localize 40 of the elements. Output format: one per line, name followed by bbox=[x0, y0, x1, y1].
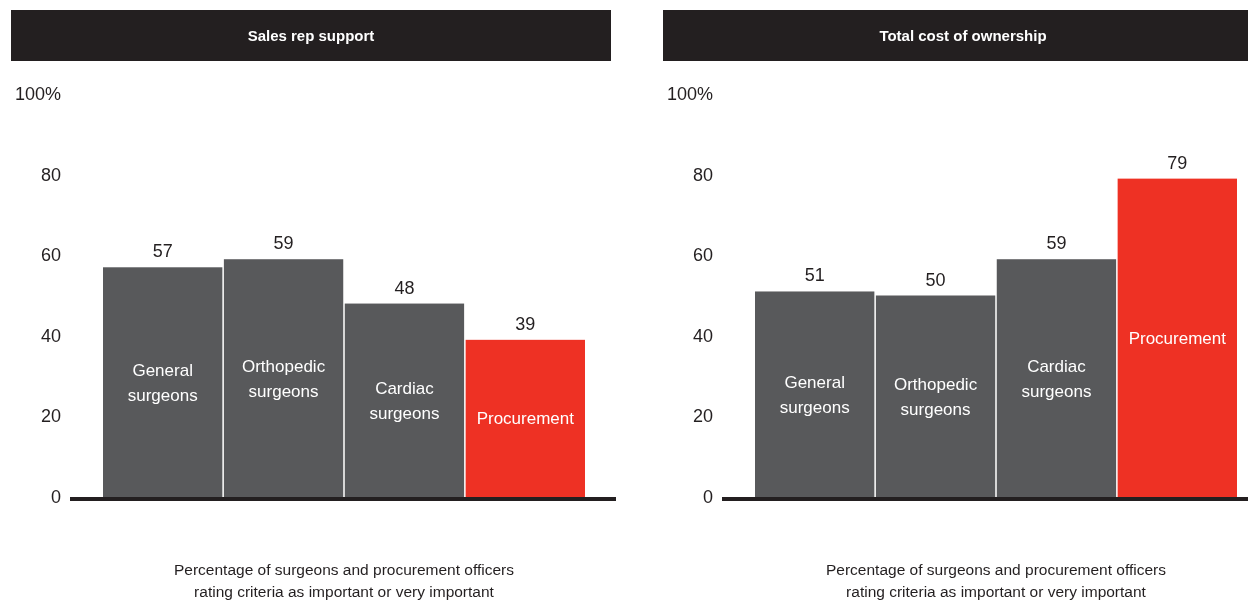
data-label: 51 bbox=[804, 265, 825, 286]
x-tick-label: Orthopedic surgeons bbox=[893, 374, 978, 419]
y-tick-label: 20 bbox=[692, 406, 713, 427]
y-tick-label: 80 bbox=[40, 164, 61, 185]
data-label: 59 bbox=[273, 233, 294, 254]
bar bbox=[1117, 178, 1237, 497]
chart-title: Sales rep support bbox=[247, 27, 375, 44]
x-tick-label: General surgeons bbox=[127, 360, 198, 405]
bar bbox=[103, 267, 223, 497]
x-tick-label: Cardiac surgeons bbox=[369, 378, 440, 423]
y-tick-label: 0 bbox=[702, 487, 713, 507]
y-tick-label: 60 bbox=[692, 245, 713, 266]
y-tick-label: 60 bbox=[40, 245, 61, 266]
chart-title: Total cost of ownership bbox=[879, 27, 1047, 44]
data-label: 57 bbox=[152, 241, 173, 262]
bar bbox=[755, 291, 875, 497]
y-tick-label: 40 bbox=[692, 325, 713, 346]
y-tick-label: 100% bbox=[666, 84, 713, 104]
x-tick-label: General surgeons bbox=[779, 372, 850, 417]
bar bbox=[996, 259, 1117, 497]
y-tick-label: 80 bbox=[692, 164, 713, 185]
text: Percentage of surgeons and procurement officers rating criteria as important or very important bbox=[173, 561, 515, 600]
bar bbox=[875, 295, 996, 497]
data-label: 79 bbox=[1167, 152, 1188, 173]
y-tick-label: 0 bbox=[50, 487, 61, 507]
bar bbox=[465, 339, 585, 497]
y-tick-label: 40 bbox=[40, 325, 61, 346]
bar bbox=[344, 303, 465, 497]
x-tick-label: Orthopedic surgeons bbox=[241, 356, 326, 401]
y-tick-label: 20 bbox=[40, 406, 61, 427]
data-label: 50 bbox=[925, 269, 946, 290]
x-tick-label: Procurement bbox=[1128, 328, 1227, 348]
data-label: 48 bbox=[394, 277, 415, 298]
y-tick-label: 100% bbox=[14, 84, 61, 104]
bar bbox=[223, 259, 344, 497]
x-tick-label: Procurement bbox=[476, 409, 575, 429]
data-label: 59 bbox=[1046, 233, 1067, 254]
text: Percentage of surgeons and procurement officers rating criteria as important or very important bbox=[825, 561, 1167, 600]
x-tick-label: Cardiac surgeons bbox=[1021, 356, 1092, 401]
data-label: 39 bbox=[515, 313, 536, 334]
